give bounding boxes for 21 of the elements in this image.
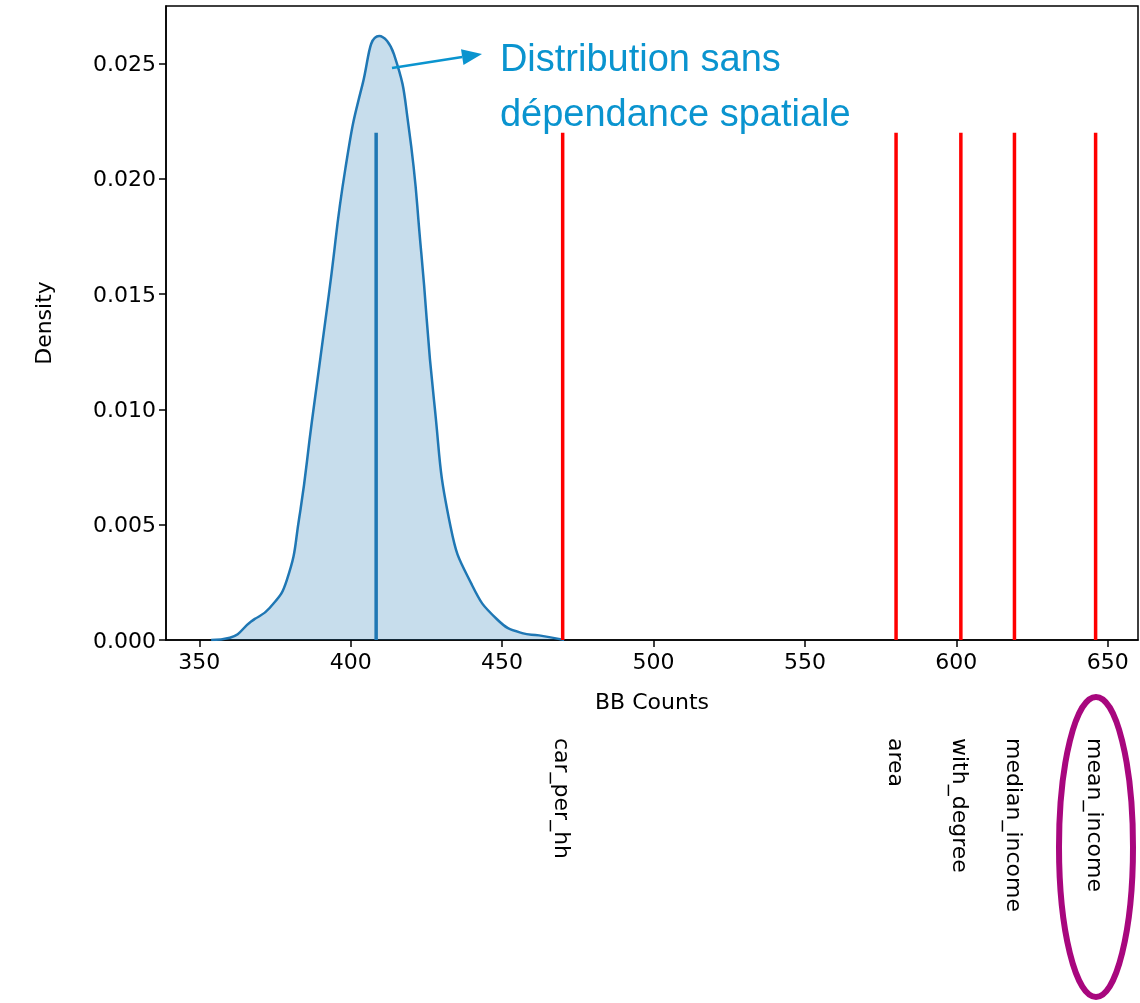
- text: median_income: [1000, 738, 1027, 913]
- text: with_degree: [947, 738, 974, 873]
- x-tick-label: 550: [783, 648, 826, 674]
- x-tick-label: 650: [1086, 648, 1129, 674]
- y-tick-label: 0.020: [93, 166, 156, 192]
- x-axis-title: BB Counts: [595, 688, 709, 714]
- x-tick-label: 450: [481, 648, 524, 674]
- y-tick-label: 0.000: [93, 627, 156, 653]
- annotation: Distribution sans dépendance spatiale: [499, 36, 851, 134]
- y-tick-label: 0.025: [93, 51, 156, 77]
- text: area: [883, 738, 909, 788]
- y-axis-title: Density: [30, 281, 56, 365]
- y-tick-label: 0.010: [93, 396, 156, 422]
- x-tick-label: 600: [935, 648, 978, 674]
- text: car_per_hh: [549, 738, 576, 860]
- x-tick-label: 350: [178, 648, 221, 674]
- y-tick-label: 0.015: [93, 281, 156, 307]
- x-tick-label: 400: [329, 648, 372, 674]
- text: mean_income: [1082, 738, 1109, 892]
- y-tick-label: 0.005: [93, 512, 156, 538]
- x-tick-label: 500: [632, 648, 675, 674]
